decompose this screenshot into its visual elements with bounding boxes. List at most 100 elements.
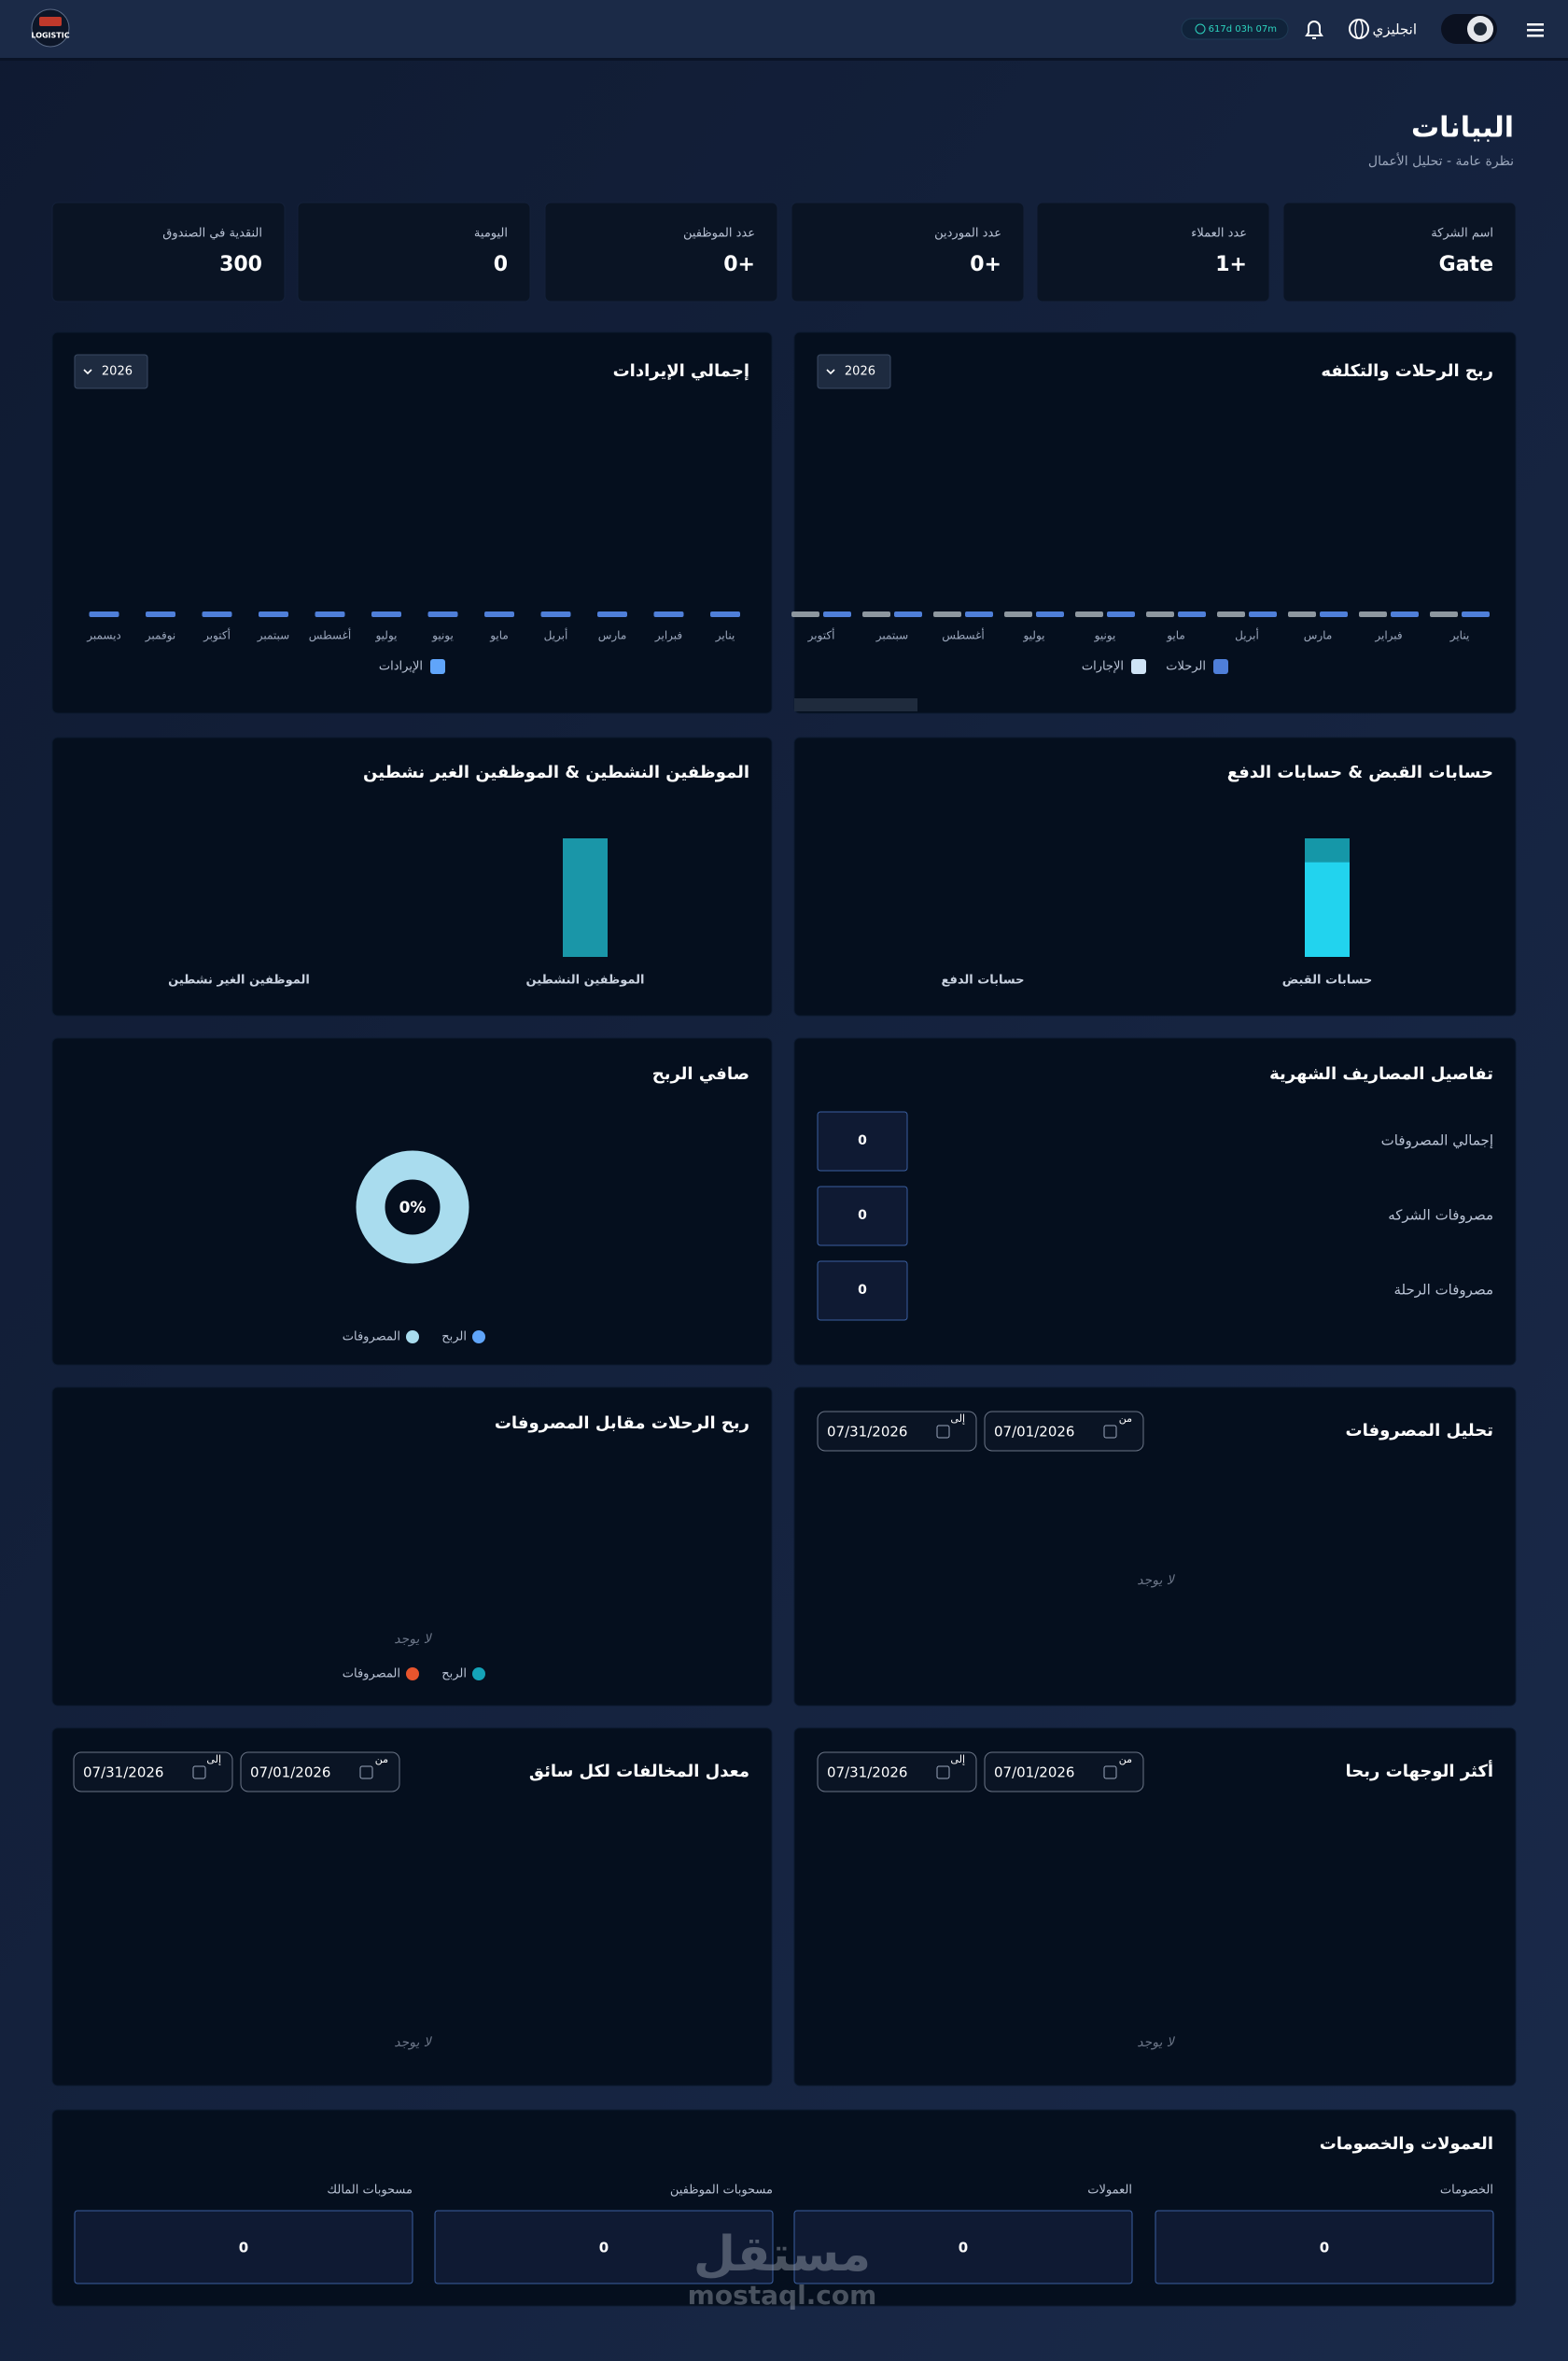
x-tick-label: يوليو (374, 629, 397, 643)
x-tick-label: أكتوبر (203, 628, 231, 643)
x-tick-label: أكتوبر (807, 628, 835, 643)
x-tick-label: فبراير (654, 629, 682, 643)
legend-swatch (1213, 659, 1228, 674)
date-input[interactable] (984, 1751, 1144, 1792)
date-input-value: 07/01/2026 (994, 1764, 1074, 1781)
legend-swatch (430, 659, 445, 674)
calendar-icon (1103, 1765, 1117, 1779)
select-chevron (83, 369, 92, 375)
bar (597, 611, 627, 617)
page-subtitle: نظرة عامة - تحليل الأعمال (1368, 152, 1514, 169)
date-input[interactable] (73, 1751, 233, 1792)
logo-truck (39, 17, 62, 26)
x-tick-label: مارس (598, 629, 627, 643)
x-tick-label: حسابات الدفع (941, 974, 1024, 988)
date-input[interactable] (984, 1411, 1144, 1452)
legend-label: المصروفات (343, 1330, 400, 1344)
expense-value: 0 (858, 1283, 867, 1298)
x-tick-label: أغسطس (309, 628, 351, 643)
commission-value: 0 (239, 2240, 248, 2256)
stat-label: عدد الموظفين (683, 227, 755, 241)
value-box (817, 1111, 908, 1172)
x-tick-label: حسابات القبض (1282, 974, 1373, 988)
bar (965, 611, 993, 617)
panel-title: الموظفين النشطين & الموظفين الغير نشطين (363, 763, 749, 782)
stat-label: اليومية (474, 227, 508, 241)
x-tick-label: يونيو (1094, 629, 1116, 643)
date-input[interactable] (240, 1751, 400, 1792)
date-input[interactable] (817, 1751, 977, 1792)
x-tick-label: الموظفين الغير نشطين (168, 974, 310, 988)
date-input-value: 07/31/2026 (83, 1764, 163, 1781)
bar (1430, 611, 1458, 617)
date-input-label: من (1119, 1753, 1132, 1765)
date-input[interactable] (817, 1411, 977, 1452)
panel (51, 331, 773, 714)
bell-icon[interactable] (1305, 21, 1323, 39)
panel (793, 331, 1517, 714)
calendar-icon (359, 1765, 373, 1779)
panel (793, 1037, 1517, 1366)
bar (89, 611, 119, 617)
x-tick-label: مايو (489, 629, 509, 643)
expense-label: مصروفات الشركه (1388, 1207, 1493, 1224)
date-input-value: 07/31/2026 (827, 1764, 907, 1781)
bar (427, 611, 458, 617)
bar (823, 611, 851, 617)
calendar-icon (936, 1765, 950, 1779)
legend-label: الربح (441, 1330, 467, 1344)
legend-label: الربح (441, 1667, 467, 1681)
chart-scrollbar (794, 698, 917, 711)
bar (710, 611, 740, 617)
bar (1288, 611, 1316, 617)
bar (1391, 611, 1419, 617)
x-tick-label: ديسمبر (86, 629, 121, 643)
stat-label: اسم الشركة (1431, 227, 1493, 241)
menu-icon-line (1527, 23, 1544, 26)
x-tick-label: مايو (1166, 629, 1185, 643)
bar (484, 611, 514, 617)
stat-card (1282, 202, 1517, 302)
panel (51, 1727, 773, 2087)
expense-label: إجمالي المصروفات (1381, 1132, 1493, 1150)
panel (51, 1037, 773, 1366)
logo-badge[interactable] (31, 8, 70, 48)
x-tick-label: سبتمبر (875, 629, 908, 643)
panel-title: حسابات القبض & حسابات الدفع (1227, 763, 1493, 782)
logo-text: LOGISTIC (31, 32, 69, 40)
panel-title: ربح الرحلات مقابل المصروفات (495, 1413, 749, 1433)
stat-card (297, 202, 531, 302)
stat-value: 0+ (970, 253, 1001, 276)
bar (894, 611, 922, 617)
x-tick-label: يناير (1449, 629, 1470, 643)
stat-label: عدد العملاء (1191, 227, 1247, 241)
stat-value: 1+ (1215, 253, 1247, 276)
timer-pill (1181, 18, 1289, 40)
bar (202, 611, 232, 617)
panel-title: صافي الربح (652, 1064, 749, 1084)
globe-icon-meridian (1354, 19, 1364, 39)
panel-title: أكثر الوجهات ربحا (1346, 1760, 1493, 1781)
panel (51, 1386, 773, 1707)
value-box (434, 2210, 774, 2284)
bar (653, 611, 684, 617)
year-select[interactable] (74, 354, 148, 389)
stat-card (1036, 202, 1270, 302)
panel-title: معدل المخالفات لكل سائق (529, 1762, 749, 1781)
calendar-icon (936, 1425, 950, 1439)
expense-value: 0 (858, 1133, 867, 1148)
date-input-label: من (1119, 1412, 1132, 1425)
year-select[interactable] (817, 354, 891, 389)
language-switch[interactable]: انجليزي (1372, 21, 1417, 39)
legend-swatch (1131, 659, 1146, 674)
legend-label: الإجارات (1082, 660, 1124, 674)
bar (1178, 611, 1206, 617)
legend-dot (406, 1330, 419, 1343)
watermark-url: mostaql.com (688, 2280, 877, 2311)
value-box (793, 2210, 1133, 2284)
empty-state: لا يوجد (394, 1632, 433, 1647)
x-tick-label: فبراير (1374, 629, 1402, 643)
stat-value: 0 (494, 253, 508, 276)
panel (793, 1386, 1517, 1707)
